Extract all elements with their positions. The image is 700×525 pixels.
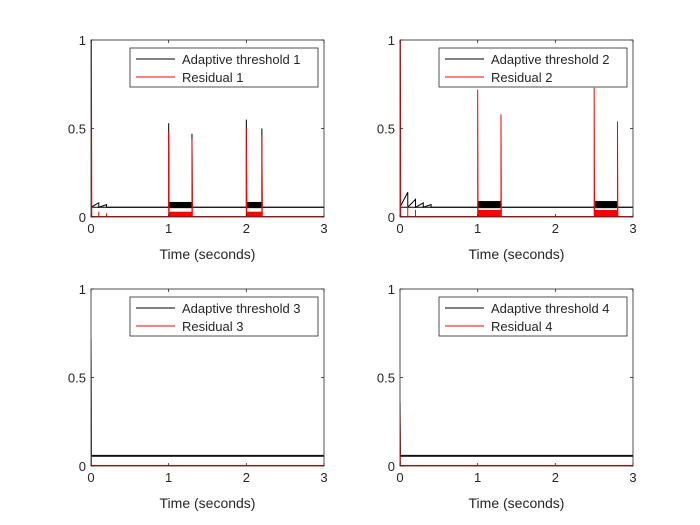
- legend-entry: Residual 2: [491, 70, 552, 85]
- y-tick-label: 0: [79, 459, 86, 474]
- y-tick-label: 0: [388, 210, 395, 225]
- legend: Adaptive threshold 4 Residual 4: [438, 296, 628, 337]
- x-tick-label: 0: [87, 221, 94, 236]
- y-tick-label: 1: [388, 282, 395, 297]
- y-tick-label: 0.5: [68, 371, 86, 386]
- series-noise-band: [594, 201, 618, 209]
- x-tick-label: 1: [165, 221, 172, 236]
- x-tick-label: 0: [87, 470, 94, 485]
- legend-entry: Adaptive threshold 4: [491, 301, 610, 316]
- x-axis-label: Time (seconds): [160, 495, 256, 511]
- legend-box: [129, 47, 319, 88]
- legend-entry: Adaptive threshold 2: [491, 52, 610, 67]
- x-tick-label: 1: [165, 470, 172, 485]
- y-tick-label: 0: [79, 210, 86, 225]
- legend-entry: Residual 3: [182, 319, 243, 334]
- legend: Adaptive threshold 1 Residual 1: [129, 47, 319, 88]
- x-tick-label: 3: [320, 221, 327, 236]
- x-tick-label: 1: [474, 470, 481, 485]
- x-tick-label: 2: [552, 470, 559, 485]
- x-axis-label: Time (seconds): [469, 495, 565, 511]
- legend-entry: Adaptive threshold 3: [182, 301, 301, 316]
- y-tick-label: 0.5: [377, 122, 395, 137]
- x-axis-label: Time (seconds): [469, 246, 565, 262]
- subplot-1: 0 1 2 3 0 0.5 1 Time (seconds) Adaptive threshol…: [68, 33, 328, 262]
- series-noise-band: [168, 211, 192, 217]
- legend-entry: Residual 4: [491, 319, 552, 334]
- series-line: [400, 39, 633, 217]
- x-tick-label: 2: [243, 221, 250, 236]
- x-tick-label: 1: [474, 221, 481, 236]
- x-tick-label: 3: [629, 470, 636, 485]
- x-tick-label: 0: [396, 221, 403, 236]
- x-axis-label: Time (seconds): [160, 246, 256, 262]
- subplot-3: 0 1 2 3 0 0.5 1 Time (seconds) Adaptive threshol…: [68, 282, 328, 511]
- y-tick-label: 0: [388, 459, 395, 474]
- series-2: [91, 39, 324, 217]
- legend: Adaptive threshold 2 Residual 2: [438, 47, 628, 88]
- subplot-2: 0 1 2 3 0 0.5 1 Time (seconds) Adaptive threshol…: [377, 33, 637, 262]
- legend-box: [129, 296, 319, 337]
- subplot-4: 0 1 2 3 0 0.5 1 Time (seconds) Adaptive threshol…: [377, 282, 637, 511]
- y-tick-label: 1: [79, 282, 86, 297]
- legend: Adaptive threshold 3 Residual 3: [129, 296, 319, 337]
- x-tick-label: 3: [320, 470, 327, 485]
- y-tick-label: 0.5: [377, 371, 395, 386]
- x-tick-label: 2: [552, 221, 559, 236]
- data-layer: [91, 39, 324, 217]
- y-tick-label: 1: [79, 33, 86, 48]
- series-line: [91, 39, 324, 217]
- series-noise-band: [246, 211, 262, 217]
- x-tick-label: 2: [243, 470, 250, 485]
- legend-box: [438, 47, 628, 88]
- series-noise-band: [246, 201, 262, 209]
- legend-entry: Adaptive threshold 1: [182, 52, 301, 67]
- series-line: [400, 191, 633, 209]
- x-tick-label: 0: [396, 470, 403, 485]
- series-2: [400, 39, 633, 217]
- data-layer: [400, 39, 633, 217]
- series-noise-band: [168, 201, 192, 209]
- y-tick-label: 1: [388, 33, 395, 48]
- legend-entry: Residual 1: [182, 70, 243, 85]
- series-noise-band: [477, 201, 501, 209]
- x-tick-label: 3: [629, 221, 636, 236]
- legend-box: [438, 296, 628, 337]
- y-tick-label: 0.5: [68, 122, 86, 137]
